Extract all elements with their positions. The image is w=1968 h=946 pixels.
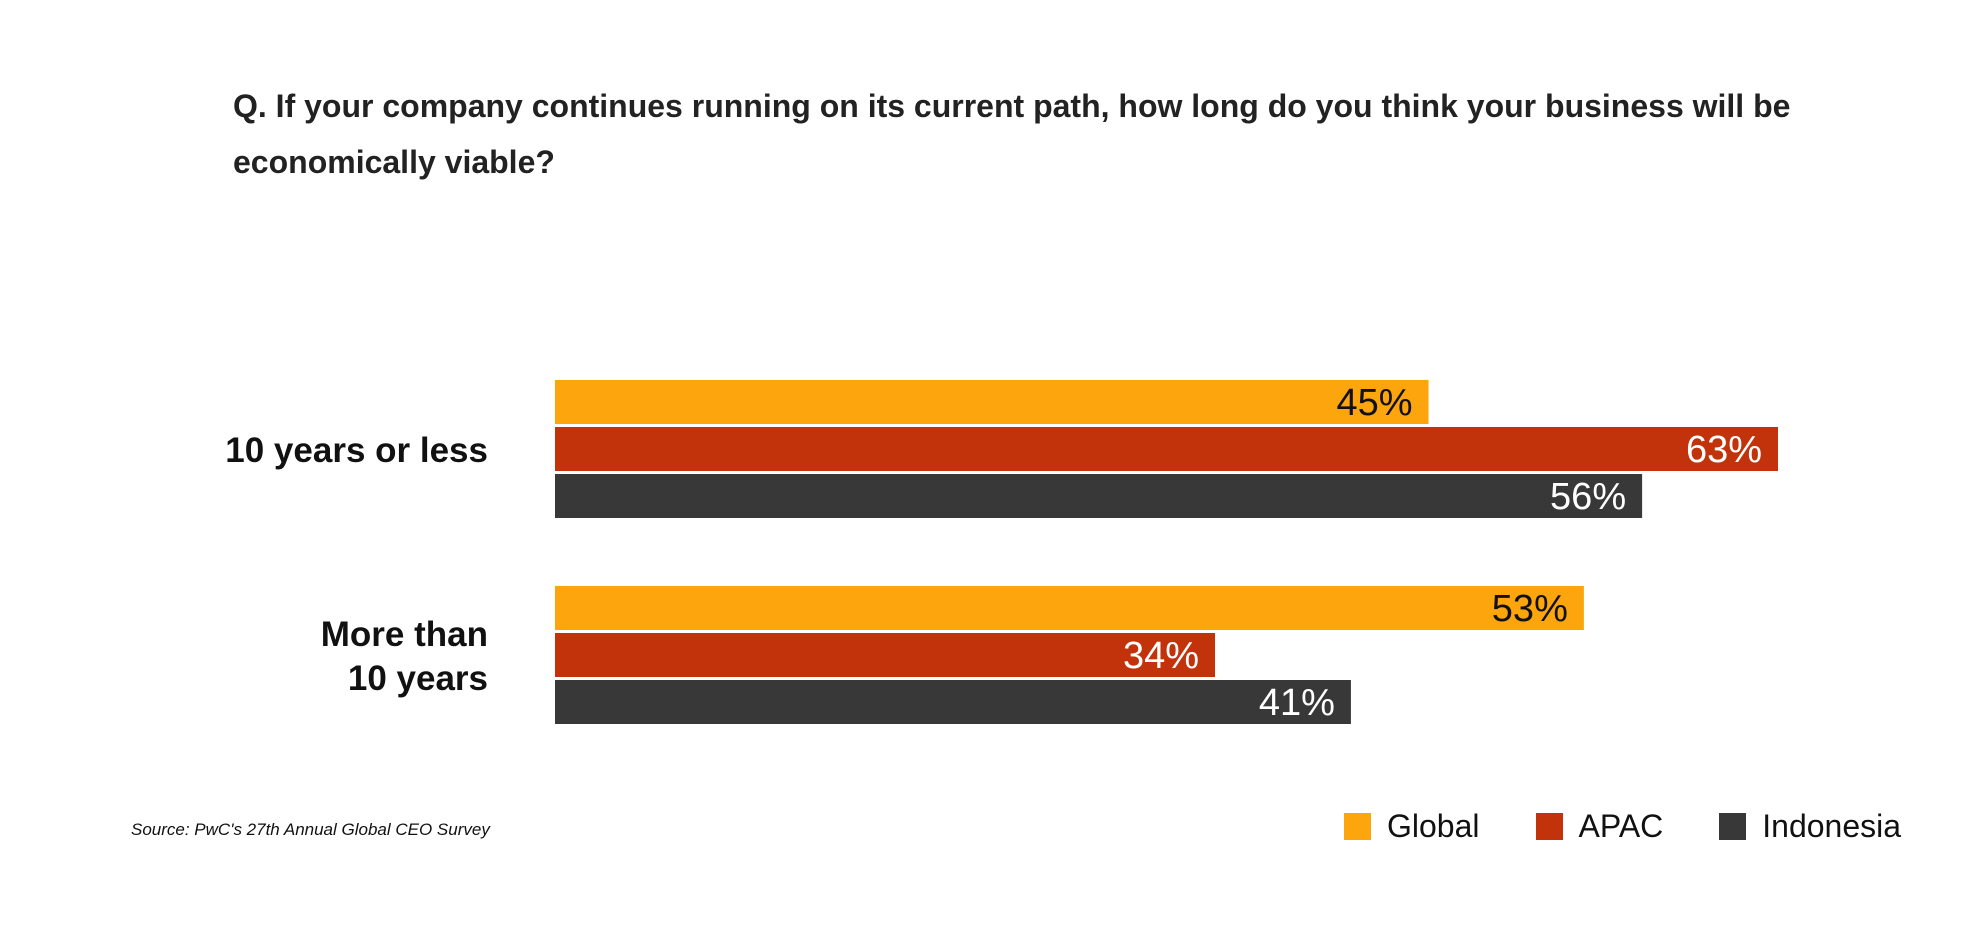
legend: Global APAC Indonesia [1344,808,1901,845]
bar-global [555,380,1429,424]
legend-item-apac: APAC [1535,808,1664,845]
bar-apac [555,427,1778,471]
legend-label: Indonesia [1762,808,1902,844]
legend-item-global: Global [1344,808,1480,845]
bar-indonesia [555,474,1643,518]
source-note: Source: PwC's 27th Annual Global CEO Sur… [131,820,490,839]
category-label: 10 years [348,659,488,698]
category-label: 10 years or less [225,431,488,470]
bar-apac [555,633,1216,677]
data-label: 45% [1337,382,1413,424]
legend-swatch [1344,813,1371,840]
data-label: 41% [1259,682,1335,724]
data-label: 56% [1550,476,1626,518]
legend-item-indonesia: Indonesia [1719,808,1901,845]
chart-title: Q. If your company continues running on … [233,88,1791,180]
legend-label: Global [1387,808,1480,844]
data-label: 34% [1123,635,1199,677]
legend-swatch [1719,813,1747,840]
legend-label: APAC [1578,808,1664,844]
data-label: 53% [1492,588,1568,630]
legend-swatch [1535,813,1563,840]
data-label: 63% [1686,429,1762,471]
category-label: More than [321,615,488,654]
bar-indonesia [555,680,1351,724]
bar-global [555,586,1584,630]
